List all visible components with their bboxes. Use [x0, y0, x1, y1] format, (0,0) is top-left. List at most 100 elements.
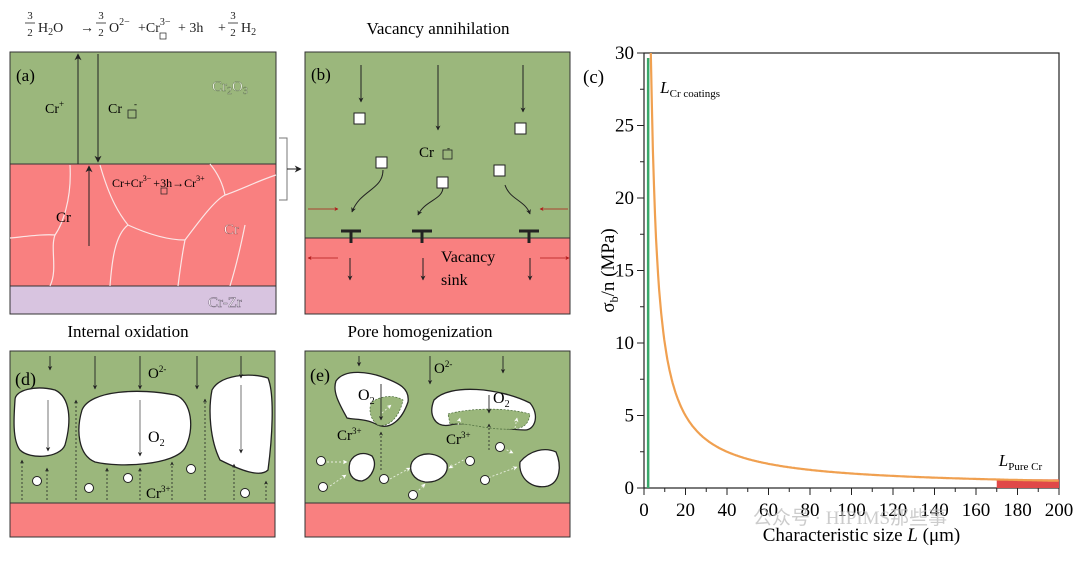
chromium-layer — [304, 502, 571, 538]
cr-diffusion-arrows — [379, 423, 491, 470]
vacancy-box-icon — [159, 32, 167, 40]
cr3-label-1: Cr3+ — [337, 426, 362, 444]
chromium-layer — [9, 502, 276, 538]
grain-boundaries — [9, 163, 277, 287]
pore — [410, 453, 448, 483]
x-tick-label: 120 — [879, 500, 908, 521]
vacancy-box-icon — [442, 149, 453, 160]
eq-plus: + — [218, 21, 226, 36]
vacancy-box-icon — [127, 109, 137, 119]
eq-frac-num: 3 — [27, 10, 33, 22]
pure-cr-band — [996, 479, 1059, 488]
reaction-label: Cr+Cr3− +3h→Cr3+ — [112, 174, 205, 190]
panel-d-title: Internal oxidation — [67, 322, 189, 341]
x-tick-label: 140 — [920, 500, 949, 521]
y-tick-label: 5 — [625, 406, 635, 427]
cr-left-label: Cr — [56, 210, 71, 226]
x-tick-label: 60 — [759, 500, 778, 521]
cr3-label-2: Cr3+ — [446, 430, 471, 448]
vacancy-box-icon — [353, 112, 366, 125]
y-tick-label: 30 — [615, 43, 634, 64]
x-tick-label: 0 — [639, 500, 649, 521]
vacancy-box-icon — [436, 176, 449, 189]
vacancy-box-icon — [160, 187, 168, 195]
chart-marks — [646, 52, 1060, 488]
eq-holes: + 3h — [178, 21, 203, 36]
cr-right-label: Cr — [224, 222, 239, 238]
eq-o-frac-den: 2 — [98, 27, 104, 39]
o-ion-label: O2- — [434, 359, 452, 377]
pore — [13, 387, 70, 457]
curved-arrow — [417, 186, 444, 216]
cr-vacancy-label: Cr - — [419, 143, 450, 161]
vacancy-box-icon — [493, 164, 506, 177]
eq-h2: H2 — [241, 21, 256, 38]
pore — [348, 452, 376, 482]
panel-e-title: Pore homogenization — [348, 322, 493, 341]
pore-migration-arrows — [327, 404, 519, 494]
oxide-label: Cr2O3 — [212, 79, 248, 97]
eq-h2-frac-den: 2 — [230, 27, 236, 39]
small-pores — [316, 442, 505, 500]
vacancies — [353, 112, 527, 189]
y-tick-label: 10 — [615, 333, 634, 354]
y-tick-label: 25 — [615, 116, 634, 137]
x-tick-label: 100 — [837, 500, 866, 521]
x-tick-label: 200 — [1045, 500, 1074, 521]
crzr-label: Cr-Zr — [208, 295, 242, 311]
x-tick-label: 160 — [962, 500, 991, 521]
pore — [519, 449, 560, 488]
vacancy-box-icon — [375, 156, 388, 169]
x-axis-label: Characteristic size L (μm) — [763, 525, 961, 546]
panel-label-e: (e) — [310, 365, 330, 386]
oxide-layer — [9, 51, 277, 165]
eq-frac-den: 2 — [27, 27, 33, 39]
panel-b: Vacancy annihilation (b) Cr - — [304, 19, 571, 315]
cr-plus-label: Cr+ — [45, 99, 64, 117]
o2-label-1: O2 — [358, 387, 375, 407]
x-ticks: 0 20 40 60 80 100 120 140 160 180 200 — [639, 488, 1073, 521]
y-tick-label: 20 — [615, 188, 634, 209]
x-tick-label: 20 — [676, 500, 695, 521]
panel-label-a: (a) — [16, 66, 35, 85]
panel-e: Pore homogenization (e) — [304, 322, 571, 538]
panel-a: (a) Cr2O3 Cr+ Cr - Cr+Cr3− +3h→Cr3+ Cr Cr … — [9, 51, 302, 315]
x-tick-label: 180 — [1003, 500, 1032, 521]
cr-vacancy-label: Cr - — [108, 99, 137, 117]
plot-frame — [643, 52, 1060, 489]
o2-label: O2 — [148, 429, 165, 449]
y-tick-label: 15 — [615, 261, 634, 282]
panel-label-c: (c) — [583, 67, 604, 88]
equation-top: 3 2 H2O → 3 2 O2− +Cr3− + 3h 3 2 + H2 — [25, 10, 256, 40]
panel-d: Internal oxidation (d) — [9, 322, 276, 538]
y-ticks: 0 5 10 15 20 25 30 — [615, 43, 644, 499]
crzr-substrate — [9, 285, 277, 315]
series-line — [649, 52, 1059, 482]
vacancy-box-icon — [514, 122, 527, 135]
eq-h2-frac-num: 3 — [230, 10, 236, 22]
chart-panel-c: (c) 0 20 40 60 80 100 120 140 160 180 200 0 5 10 15 20… — [583, 43, 1073, 546]
panel-label-b: (b) — [311, 65, 331, 84]
pore — [78, 390, 192, 466]
sink-label-2: sink — [441, 272, 468, 289]
annotation-l-pure-cr: LPure Cr — [998, 451, 1043, 473]
sink-label-1: Vacancy — [441, 249, 495, 266]
eq-cr-vacancy: +Cr3− — [138, 17, 171, 36]
dislocations — [341, 229, 539, 243]
small-pores — [32, 464, 250, 498]
panel-label-d: (d) — [15, 369, 36, 390]
panel-b-title: Vacancy annihilation — [366, 19, 510, 38]
curved-arrow — [504, 184, 531, 215]
eq-h2o: H2O — [38, 21, 63, 38]
y-tick-label: 0 — [625, 478, 635, 499]
y-axis-label: σb/n (MPa) — [598, 228, 621, 312]
o-ion-label: O2- — [148, 364, 166, 382]
o2-label-2: O2 — [493, 390, 510, 410]
x-tick-label: 80 — [801, 500, 820, 521]
cr-diffusion-arrows — [20, 398, 268, 500]
eq-o-ion: O2− — [109, 17, 130, 36]
curved-arrow — [351, 169, 384, 213]
watermark: 公众号 · HIPIMS那些事 — [753, 507, 947, 529]
x-tick-label: 40 — [718, 500, 737, 521]
